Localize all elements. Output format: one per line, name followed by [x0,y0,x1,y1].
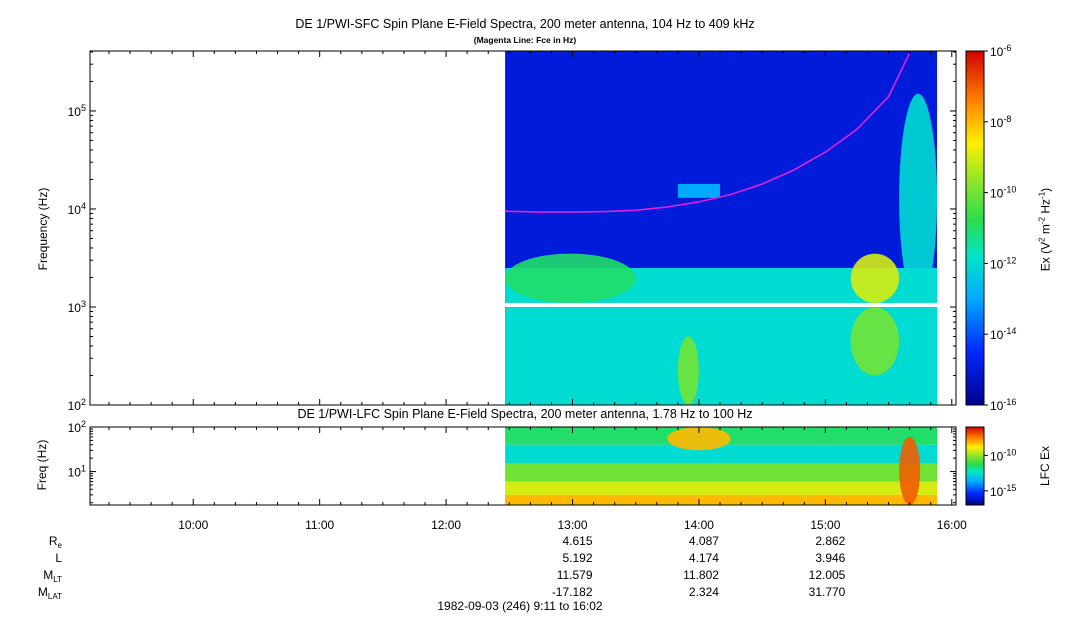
lfc-panel-title: DE 1/PWI-LFC Spin Plane E-Field Spectra,… [297,407,753,421]
sfc-y-tick-label: 104 [68,201,86,217]
lfc-band [505,481,938,495]
lfc-y-tick-label: 101 [68,464,86,480]
sfc-colorbar-tick-exponent: -12 [1003,255,1016,265]
orbit-value: 2.324 [688,585,719,599]
orbit-row-label-sub: LAT [47,592,62,601]
time-tick-label: 10:00 [178,518,208,532]
orbit-row-label-main: R [48,534,58,548]
sfc-feature [677,183,721,198]
time-tick-label: 12:00 [431,518,461,532]
orbit-row-label: L [0,551,62,565]
orbit-value: 4.615 [562,534,593,548]
time-tick-label: 13:00 [558,518,588,532]
orbit-value: 3.946 [815,551,846,565]
sfc-colorbar-tick-exponent: -10 [1003,185,1016,195]
sfc-y-tick-exponent: 3 [81,299,86,309]
orbit-row-label-sub: LT [53,575,62,584]
orbit-value: 11.579 [556,568,593,582]
orbit-value: 2.862 [815,534,846,548]
lfc-spectrogram [505,427,938,505]
lfc-band [505,444,938,464]
lfc-colorbar-tick-label: 10-10 [990,447,1016,463]
sfc-y-axis-label: Frequency (Hz) [36,187,50,271]
lfc-colorbar-tick-label: 10-15 [990,483,1016,499]
lfc-y-axis-label: Freq (Hz) [35,439,49,491]
sfc-colorbar-tick-label: 10-6 [990,43,1011,59]
orbit-row-label-sub: e [57,541,62,550]
sfc-colorbar-tick-exponent: -14 [1003,326,1016,336]
orbit-value: -17.182 [551,585,593,599]
chart-title: DE 1/PWI-SFC Spin Plane E-Field Spectra,… [295,17,755,31]
lfc-band [505,494,938,505]
sfc-colorbar-tick-label: 10-10 [990,185,1016,201]
sfc-data-gap [505,302,938,307]
orbit-value: 31.770 [808,585,846,599]
orbit-value: 4.087 [688,534,719,548]
orbit-value: 4.174 [688,551,719,565]
sfc-y-tick-exponent: 5 [81,103,86,113]
sfc-colorbar-tick-exponent: -16 [1003,397,1016,407]
sfc-y-tick-label: 102 [68,397,86,413]
sfc-feature [850,306,900,376]
fce-line [505,52,911,213]
lfc-frame [89,426,957,506]
sfc-colorbar-tick-exponent: -6 [1003,43,1011,53]
orbit-row-label: MLAT [0,585,62,601]
sfc-feature [899,93,938,303]
lfc-colorbar-tick-exponent: -15 [1003,483,1016,493]
sfc-y-tick-exponent: 2 [81,397,86,407]
sfc-frame [89,50,957,406]
lfc-y-tick-exponent: 2 [81,419,86,429]
lfc-colorbar-label: LFC Ex [1038,446,1052,487]
sfc-colorbar [965,50,985,406]
lfc-band [505,463,938,482]
time-tick-label: 14:00 [684,518,714,532]
sfc-feature [505,253,636,303]
chart-subtitle: (Magenta Line: Fce in Hz) [473,35,577,45]
sfc-feature [850,253,900,303]
time-tick-label: 15:00 [810,518,840,532]
time-tick-label: 11:00 [305,518,334,532]
orbit-value: 12.005 [808,568,846,582]
sfc-colorbar-tick-label: 10-12 [990,255,1016,271]
sfc-colorbar-tick-label: 10-8 [990,114,1011,130]
lfc-colorbar-tick-exponent: -10 [1003,447,1016,457]
orbit-value: 11.802 [683,568,719,582]
sfc-y-tick-label: 103 [68,299,86,315]
orbit-value: 5.192 [562,551,593,565]
date-range-label: 1982-09-03 (246) 9:11 to 16:02 [437,599,603,613]
sfc-y-tick-label: 105 [68,103,86,119]
sfc-y-tick-exponent: 4 [81,201,86,211]
orbit-row-label: Re [0,534,62,550]
sfc-colorbar-tick-label: 10-16 [990,397,1016,413]
orbit-row-label-main: M [37,585,48,599]
orbit-row-label-main: M [43,568,54,582]
sfc-colorbar-tick-label: 10-14 [990,326,1016,342]
lfc-colorbar [965,426,985,506]
sfc-feature [677,336,699,405]
time-tick-label: 16:00 [937,518,967,532]
sfc-colorbar-tick-exponent: -8 [1003,114,1011,124]
orbit-row-label: MLT [0,568,62,584]
orbit-row-label-main: L [55,551,62,565]
lfc-feature [899,436,921,505]
sfc-spectrogram [505,51,938,405]
lfc-y-tick-label: 102 [68,419,86,435]
lfc-feature [667,427,731,451]
lfc-y-tick-exponent: 1 [81,464,86,474]
sfc-colorbar-label: Ex (V2 m-2 Hz-1) [1037,187,1053,272]
